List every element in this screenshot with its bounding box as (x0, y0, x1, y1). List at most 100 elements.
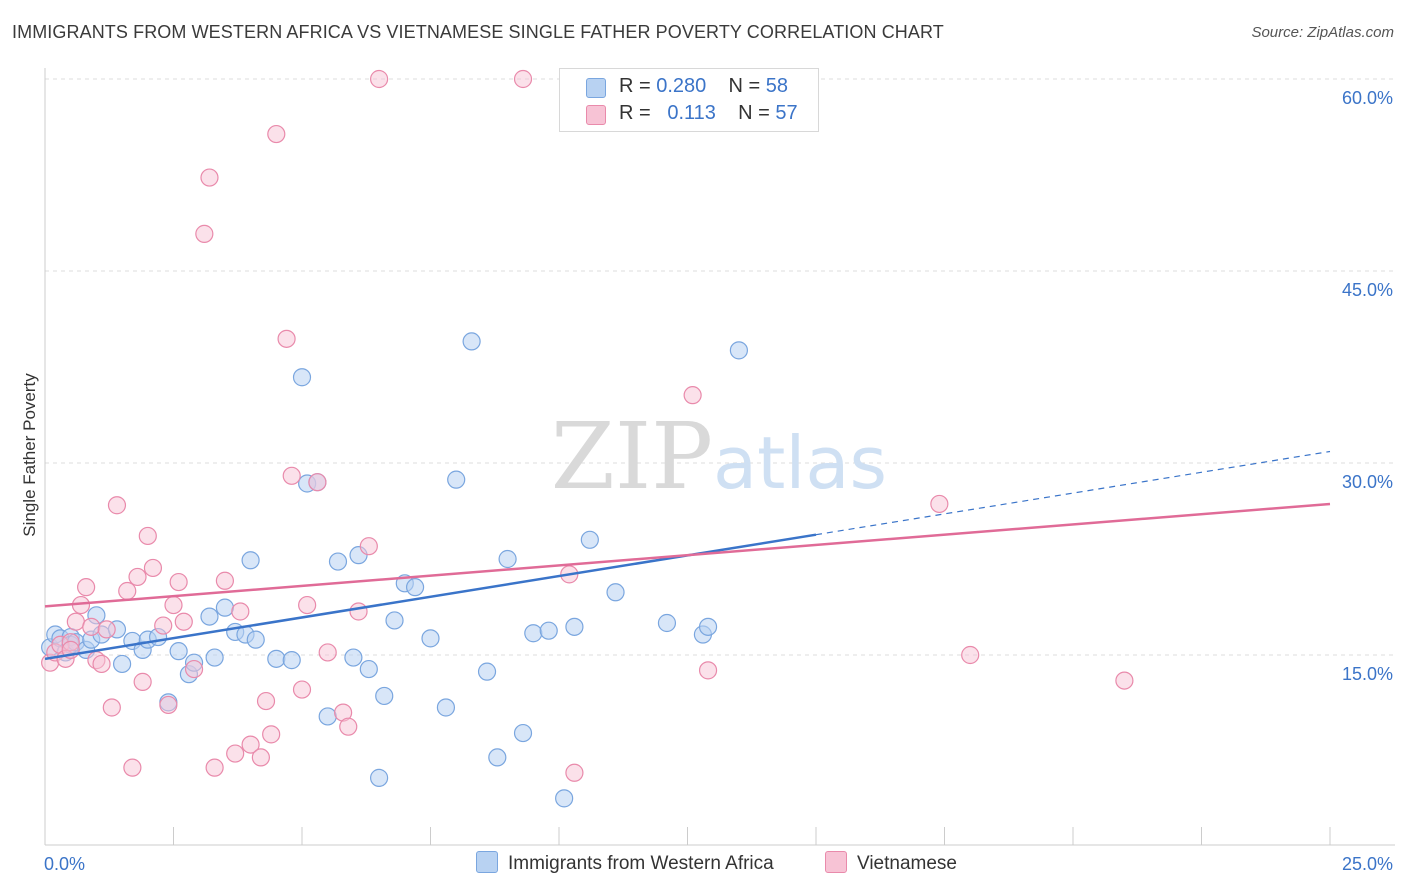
data-point-vietnamese (128, 567, 147, 587)
data-point-western-africa (513, 723, 533, 743)
data-point-western-africa (344, 648, 363, 667)
data-point-vietnamese (277, 329, 296, 348)
data-point-western-africa (112, 654, 132, 674)
watermark: ZIP atlas (551, 403, 887, 510)
data-point-vietnamese (77, 578, 96, 597)
data-point-vietnamese (195, 224, 214, 243)
legend-n-label: N = (738, 102, 770, 124)
data-point-vietnamese (349, 602, 368, 621)
legend-swatch-blue (586, 78, 606, 98)
data-point-western-africa (215, 598, 234, 617)
data-point-vietnamese (97, 620, 116, 639)
data-point-vietnamese (102, 698, 121, 717)
data-point-western-africa (498, 549, 517, 569)
y-tick-label: 30.0% (1342, 472, 1393, 492)
data-point-western-africa (292, 368, 312, 387)
data-point-vietnamese (169, 572, 188, 592)
data-point-western-africa (359, 659, 378, 679)
data-point-western-africa (318, 707, 337, 726)
legend-item-vietnamese[interactable]: Vietnamese (825, 851, 957, 877)
data-point-vietnamese (339, 717, 358, 736)
legend-label-vietnamese: Vietnamese (857, 853, 957, 874)
data-point-western-africa (539, 621, 558, 640)
data-point-western-africa (565, 617, 584, 636)
data-point-western-africa (436, 698, 456, 717)
chart-title: IMMIGRANTS FROM WESTERN AFRICA VS VIETNA… (12, 22, 944, 42)
legend-n-value: 57 (775, 102, 798, 124)
data-point-vietnamese (200, 168, 219, 187)
data-point-vietnamese (698, 661, 718, 680)
data-point-vietnamese (231, 602, 250, 621)
legend-swatch-blue (476, 851, 498, 873)
data-point-vietnamese (174, 612, 193, 631)
chart-source: Source: ZipAtlas.com (1251, 24, 1394, 41)
data-point-vietnamese (226, 744, 245, 763)
data-point-vietnamese (298, 595, 317, 615)
legend-n-value: 58 (765, 75, 789, 97)
data-point-vietnamese (256, 691, 276, 711)
data-point-vietnamese (154, 616, 173, 635)
series-western-africa-points (41, 332, 749, 808)
data-point-western-africa (267, 649, 286, 668)
x-tick-label: 0.0% (44, 854, 85, 874)
data-point-western-africa (241, 551, 260, 570)
data-point-vietnamese (359, 537, 378, 556)
data-point-vietnamese (513, 69, 533, 89)
legend-swatch-pink (586, 105, 606, 125)
legend-r-label: R = (619, 102, 651, 124)
series-vietnamese-points (41, 69, 1134, 782)
legend-item-western-africa[interactable]: Immigrants from Western Africa (476, 851, 774, 877)
data-point-western-africa (580, 530, 599, 549)
x-tick-label: 25.0% (1342, 854, 1393, 874)
data-point-western-africa (246, 630, 265, 649)
data-point-western-africa (729, 341, 749, 360)
data-point-western-africa (328, 552, 348, 571)
tick-labels: 15.0% 30.0% 45.0% 60.0% 0.0% 25.0% (44, 88, 1393, 874)
data-point-vietnamese (164, 595, 183, 615)
axes (44, 68, 1395, 846)
legend-label-western-africa: Immigrants from Western Africa (508, 853, 774, 874)
data-point-western-africa (385, 611, 404, 630)
data-point-vietnamese (205, 758, 224, 777)
watermark-zip: ZIP (551, 403, 713, 510)
data-point-vietnamese (1115, 671, 1134, 690)
data-point-western-africa (606, 583, 625, 602)
data-point-vietnamese (138, 526, 157, 546)
trend-lines (44, 450, 1331, 661)
data-point-vietnamese (565, 763, 584, 782)
data-point-vietnamese (133, 672, 152, 691)
data-point-western-africa (375, 686, 394, 706)
correlation-legend: R = 0.280 N = 58 R = 0.113 N = 57 (559, 68, 819, 132)
legend-r-label: R = (619, 75, 651, 97)
data-point-vietnamese (66, 612, 85, 631)
data-point-western-africa (169, 642, 188, 661)
data-point-western-africa (370, 768, 389, 787)
data-point-vietnamese (92, 654, 111, 674)
data-point-vietnamese (308, 473, 327, 492)
data-point-vietnamese (82, 617, 101, 636)
data-point-western-africa (205, 648, 224, 667)
data-point-western-africa (200, 607, 219, 626)
y-tick-label: 15.0% (1342, 664, 1393, 684)
y-tick-label: 45.0% (1342, 280, 1393, 300)
data-point-vietnamese (123, 758, 142, 777)
legend-swatch-pink (825, 851, 847, 873)
data-point-vietnamese (241, 735, 260, 754)
data-point-vietnamese (370, 69, 389, 89)
data-point-western-africa (477, 662, 497, 681)
data-point-vietnamese (262, 725, 281, 744)
data-point-vietnamese (143, 558, 163, 578)
data-point-vietnamese (251, 748, 270, 767)
legend-n-label: N = (728, 75, 761, 97)
data-point-vietnamese (683, 386, 702, 405)
data-point-western-africa (698, 617, 718, 636)
data-point-vietnamese (267, 124, 286, 144)
trend-line-western-africa-projection (815, 450, 1331, 536)
data-point-vietnamese (292, 680, 312, 699)
data-point-vietnamese (215, 571, 234, 590)
data-point-western-africa (421, 629, 440, 648)
data-point-western-africa (447, 470, 466, 489)
legend-r-value: 0.113 (667, 102, 716, 124)
data-point-vietnamese (107, 496, 127, 515)
